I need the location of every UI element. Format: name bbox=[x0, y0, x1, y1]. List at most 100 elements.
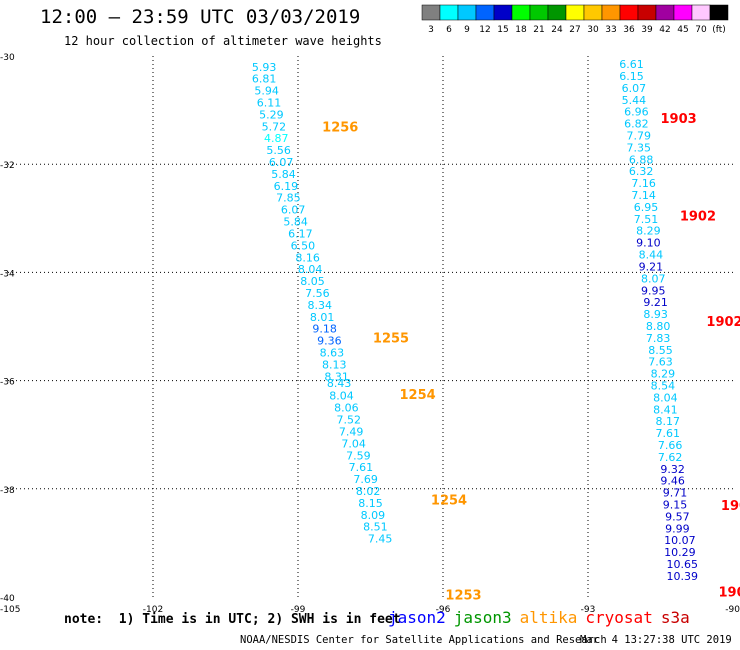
swh-value: 9.32 bbox=[660, 463, 685, 476]
swh-value: 9.46 bbox=[660, 475, 685, 488]
colorbar-box bbox=[709, 4, 729, 21]
pass-time-label: 1900 bbox=[719, 586, 740, 601]
colorbar-box bbox=[493, 4, 513, 21]
swh-value: 6.15 bbox=[619, 70, 644, 83]
swh-value: 7.61 bbox=[656, 427, 681, 440]
satellite-legend: jason2 jason3 altika cryosat s3a bbox=[388, 608, 698, 627]
colorbar-box bbox=[529, 4, 549, 21]
legend-altika: altika bbox=[519, 608, 578, 627]
swh-value: 7.04 bbox=[341, 437, 366, 450]
legend-cryosat: cryosat bbox=[585, 608, 653, 627]
x-tick-label: -99 bbox=[291, 605, 306, 615]
swh-value: 8.04 bbox=[653, 391, 678, 404]
time-labels: 1256 1255 1254 1254 1253 1903 1902 1902 1901 1900 bbox=[322, 112, 740, 603]
swh-value: 8.06 bbox=[334, 402, 359, 415]
swh-value: 8.55 bbox=[648, 344, 673, 357]
swh-value: 9.36 bbox=[317, 335, 342, 348]
swh-value: 5.44 bbox=[622, 94, 647, 107]
colorbar-label: 24 bbox=[551, 25, 563, 35]
swh-value: 6.96 bbox=[624, 106, 649, 119]
colorbar-label: 39 bbox=[641, 25, 653, 35]
swh-value: 8.51 bbox=[363, 521, 388, 534]
swh-value: 6.82 bbox=[624, 118, 649, 131]
y-tick-label: -40 bbox=[0, 594, 15, 604]
colorbar-label: (ft) bbox=[712, 25, 726, 35]
pass-time-label: 1254 bbox=[431, 494, 467, 509]
colorbar-label: 12 bbox=[479, 25, 490, 35]
swh-value: 8.07 bbox=[641, 272, 666, 285]
colorbar-label: 21 bbox=[533, 25, 544, 35]
colorbar-label: 18 bbox=[515, 25, 527, 35]
swh-value: 8.29 bbox=[636, 225, 661, 238]
colorbar-label: 9 bbox=[464, 25, 470, 35]
swh-value: 8.16 bbox=[295, 251, 320, 264]
swh-value: 4.87 bbox=[264, 132, 289, 145]
swh-value: 10.39 bbox=[667, 570, 699, 583]
pass-time-label: 1254 bbox=[400, 388, 436, 403]
swh-value: 7.79 bbox=[627, 130, 652, 143]
swh-value: 5.94 bbox=[254, 85, 279, 98]
swh-value: 7.49 bbox=[339, 425, 364, 438]
colorbar-box bbox=[475, 4, 495, 21]
swh-value: 7.63 bbox=[648, 356, 673, 369]
colorbar-box bbox=[511, 4, 531, 21]
legend-jason2: jason2 bbox=[388, 608, 446, 627]
swh-value: 9.21 bbox=[643, 296, 668, 309]
swh-value: 8.29 bbox=[651, 368, 676, 381]
swh-value: 9.15 bbox=[663, 498, 688, 511]
y-tick-label: -34 bbox=[0, 269, 15, 279]
swh-value: 8.43 bbox=[327, 377, 352, 390]
colorbar-box bbox=[637, 4, 657, 21]
pass-time-label: 1902 bbox=[706, 315, 740, 330]
colorbar-label: 33 bbox=[605, 25, 616, 35]
legend-jason3: jason3 bbox=[453, 608, 512, 627]
colorbar-label: 30 bbox=[587, 25, 599, 35]
pass-time-label: 1902 bbox=[680, 210, 716, 225]
colorbar-label: 15 bbox=[497, 25, 508, 35]
swh-value: 7.51 bbox=[634, 213, 659, 226]
swh-value: 9.99 bbox=[665, 522, 690, 535]
swh-value: 5.29 bbox=[259, 108, 284, 121]
swh-value: 6.17 bbox=[288, 227, 313, 240]
swh-value: 8.05 bbox=[300, 275, 325, 288]
swh-value: 6.81 bbox=[252, 73, 277, 86]
swh-value: 6.07 bbox=[622, 82, 647, 95]
axis-ticks: -105 -102 -99 -96 -93 -90 -30 -32 -34 -36 -38 -40 bbox=[0, 53, 740, 615]
swh-value: 5.84 bbox=[283, 216, 308, 229]
colorbar-box bbox=[655, 4, 675, 21]
swh-value: 8.15 bbox=[358, 497, 383, 510]
swh-value: 7.35 bbox=[627, 141, 652, 154]
swh-value: 6.50 bbox=[291, 239, 316, 252]
swh-value: 5.84 bbox=[271, 168, 296, 181]
chart-title: 12:00 — 23:59 UTC 03/03/2019 bbox=[40, 6, 361, 28]
colorbar-box bbox=[691, 4, 711, 21]
x-tick-label: -102 bbox=[143, 605, 163, 615]
swh-value: 5.93 bbox=[252, 61, 277, 74]
swh-value: 6.88 bbox=[629, 153, 654, 166]
colorbar-box bbox=[673, 4, 693, 21]
x-tick-label: -90 bbox=[725, 605, 740, 615]
colorbar-label: 36 bbox=[623, 25, 635, 35]
colorbar-box bbox=[547, 4, 567, 21]
swh-value: 5.72 bbox=[262, 120, 287, 133]
swh-value: 6.07 bbox=[281, 204, 306, 217]
swh-value: 7.59 bbox=[346, 449, 371, 462]
swh-value: 8.13 bbox=[322, 358, 347, 371]
pass-time-label: 1255 bbox=[373, 331, 409, 346]
swh-points: 5.936.815.946.115.295.724.875.566.075.84… bbox=[252, 58, 698, 583]
colorbar-box bbox=[619, 4, 639, 21]
swh-value: 10.07 bbox=[664, 534, 696, 547]
chart-subtitle: 12 hour collection of altimeter wave hei… bbox=[64, 34, 382, 48]
swh-value: 7.61 bbox=[349, 461, 374, 474]
swh-value: 6.11 bbox=[257, 97, 282, 110]
swh-value: 10.65 bbox=[667, 558, 699, 571]
swh-value: 8.80 bbox=[646, 320, 671, 333]
colorbar-label: 6 bbox=[446, 25, 452, 35]
swh-value: 6.19 bbox=[274, 180, 299, 193]
swh-value: 10.29 bbox=[664, 546, 696, 559]
pass-time-label: 1901 bbox=[721, 499, 740, 514]
swh-value: 9.21 bbox=[639, 260, 664, 273]
x-tick-label: -93 bbox=[581, 605, 596, 615]
swh-value: 8.63 bbox=[320, 346, 345, 359]
